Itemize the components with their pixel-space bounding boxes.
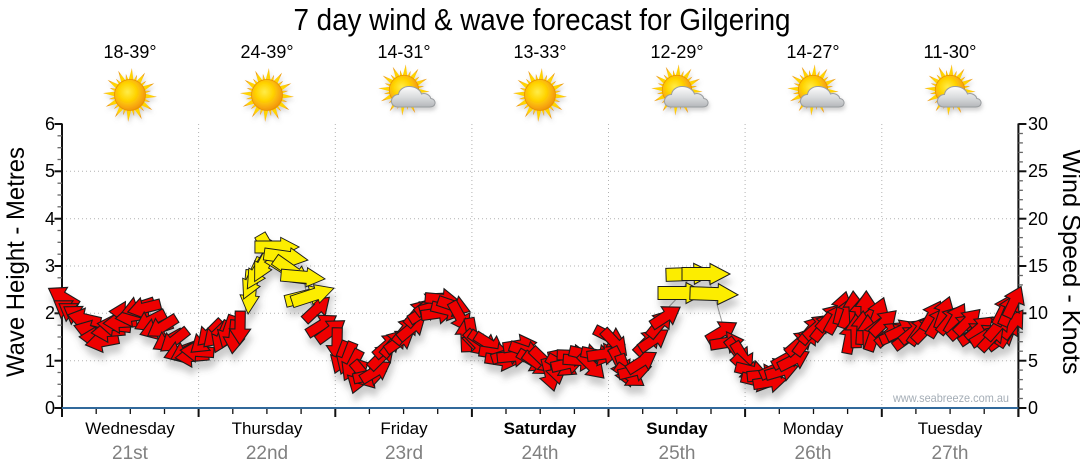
svg-text:2: 2 — [45, 303, 55, 323]
svg-text:23rd: 23rd — [385, 443, 423, 464]
svg-text:25th: 25th — [659, 443, 696, 464]
svg-text:15: 15 — [1028, 256, 1048, 276]
svg-text:0: 0 — [1028, 398, 1038, 418]
svg-text:Wave Height - Metres: Wave Height - Metres — [2, 147, 30, 377]
svg-text:18-39°: 18-39° — [104, 42, 157, 62]
svg-text:Wednesday: Wednesday — [85, 419, 175, 438]
svg-text:22nd: 22nd — [246, 443, 288, 464]
svg-text:21st: 21st — [112, 443, 149, 464]
svg-text:Sunday: Sunday — [646, 419, 708, 438]
svg-text:Saturday: Saturday — [504, 419, 577, 438]
svg-text:Thursday: Thursday — [232, 419, 303, 438]
svg-text:0: 0 — [45, 398, 55, 418]
svg-text:24-39°: 24-39° — [241, 42, 294, 62]
svg-text:14-31°: 14-31° — [378, 42, 431, 62]
svg-text:6: 6 — [45, 114, 55, 134]
svg-text:5: 5 — [45, 161, 55, 181]
svg-text:12-29°: 12-29° — [651, 42, 704, 62]
svg-text:4: 4 — [45, 209, 55, 229]
svg-text:7 day wind & wave forecast for: 7 day wind & wave forecast for Gilgering — [294, 2, 791, 37]
svg-text:5: 5 — [1028, 351, 1038, 371]
svg-text:11-30°: 11-30° — [924, 42, 977, 62]
svg-text:25: 25 — [1028, 161, 1048, 181]
svg-text:10: 10 — [1028, 303, 1048, 323]
svg-text:14-27°: 14-27° — [787, 42, 840, 62]
svg-text:30: 30 — [1028, 114, 1048, 134]
svg-text:1: 1 — [45, 351, 55, 371]
svg-text:20: 20 — [1028, 209, 1048, 229]
svg-text:13-33°: 13-33° — [514, 42, 567, 62]
svg-text:Tuesday: Tuesday — [918, 419, 983, 438]
svg-text:Wind Speed - Knots: Wind Speed - Knots — [1057, 150, 1080, 375]
svg-text:Friday: Friday — [380, 419, 428, 438]
svg-text:3: 3 — [45, 256, 55, 276]
svg-text:www.seabreeze.com.au: www.seabreeze.com.au — [892, 391, 1009, 405]
svg-text:24th: 24th — [522, 443, 559, 464]
svg-text:Monday: Monday — [783, 419, 844, 438]
svg-text:26th: 26th — [795, 443, 832, 464]
svg-text:27th: 27th — [932, 443, 969, 464]
